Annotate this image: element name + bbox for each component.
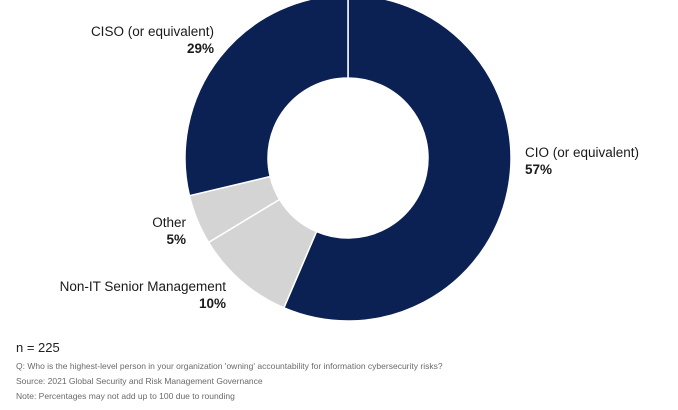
rounding-note: Note: Percentages may not add up to 100 … bbox=[16, 391, 235, 401]
donut-chart bbox=[184, 0, 512, 322]
label-non-it: Non-IT Senior Management 10% bbox=[60, 278, 226, 312]
sample-size: n = 225 bbox=[16, 340, 60, 355]
chart-footer: n = 225 Q: Who is the highest-level pers… bbox=[16, 340, 656, 404]
slice-cio-or-equivalent bbox=[282, 0, 512, 322]
label-other-name: Other bbox=[152, 215, 186, 230]
label-ciso-name: CISO (or equivalent) bbox=[90, 24, 214, 39]
label-cio-value: 57% bbox=[525, 162, 553, 177]
label-cio-name: CIO (or equivalent) bbox=[525, 145, 640, 160]
survey-question: Q: Who is the highest-level person in yo… bbox=[16, 361, 443, 371]
label-cio: CIO (or equivalent) 57% bbox=[525, 144, 639, 178]
label-other-value: 5% bbox=[166, 232, 186, 247]
label-ciso: CISO (or equivalent) 29% bbox=[91, 23, 214, 57]
label-non-it-value: 10% bbox=[198, 296, 226, 311]
label-other: Other 5% bbox=[152, 214, 186, 248]
label-non-it-name: Non-IT Senior Management bbox=[59, 279, 226, 294]
label-ciso-value: 29% bbox=[186, 41, 214, 56]
source-note: Source: 2021 Global Security and Risk Ma… bbox=[16, 376, 263, 386]
slice-ciso-or-equivalent bbox=[184, 0, 349, 197]
